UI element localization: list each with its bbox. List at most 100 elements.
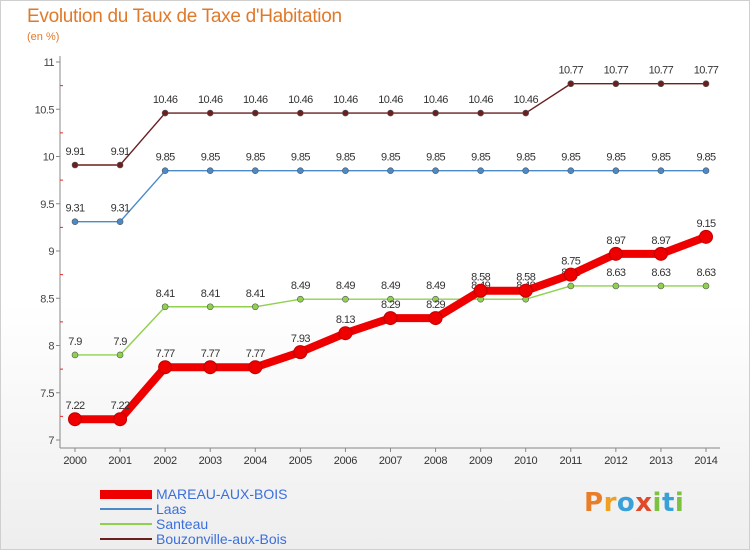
data-point [702,80,710,88]
x-tick-label: 2009 [469,455,492,467]
data-point [206,109,214,117]
data-label: 8.49 [336,280,355,292]
data-point [71,218,79,226]
data-point [161,167,169,174]
data-point [161,303,169,311]
data-point [342,167,349,174]
data-label: 10.77 [559,65,584,77]
chart-title: Evolution du Taux de Taxe d'Habitation [27,6,342,27]
data-label: 10.46 [153,94,178,106]
series-laas: 9.31 9.31 9.85 9.85 9.85 9.85 9.85 9.85 9.85 9.85… [65,152,717,226]
y-tick-label: 7.5 [40,388,54,400]
data-label: 8.49 [291,280,310,292]
legend-swatch [100,490,152,499]
data-point [657,167,665,174]
data-label: 10.46 [288,94,313,106]
proxiti-logo: Proxiti [584,488,684,518]
x-tick-label: 2004 [244,455,267,467]
data-point [473,283,488,298]
data-label: 8.75 [561,256,580,268]
x-tick-label: 2011 [560,455,583,467]
data-label: 9.31 [111,203,130,215]
legend-label: Santeau [156,516,209,532]
series-line [75,169,706,223]
x-tick-label: 2002 [154,455,177,467]
x-tick-label: 2008 [424,455,447,467]
data-label: 8.97 [606,235,625,247]
data-label: 9.85 [381,152,400,164]
data-label: 8.13 [336,314,355,326]
x-tick-label: 2014 [694,455,717,467]
data-label: 10.46 [198,94,223,106]
data-label: 9.15 [696,218,715,230]
legend-swatch [100,508,152,510]
data-point [116,351,124,359]
data-point [432,109,439,117]
data-label: 7.9 [113,336,127,348]
data-label: 9.85 [336,152,355,164]
y-tick-label: 10 [43,152,55,164]
data-point [612,167,620,174]
data-point [657,282,665,290]
data-label: 8.63 [606,267,625,279]
legend-swatch [100,538,152,540]
data-label: 9.85 [516,152,535,164]
data-point [518,283,533,298]
data-label: 10.77 [604,65,629,77]
series-mareau-aux-bois: 7.22 7.22 7.77 7.77 7.77 7.93 8.13 8.29 8.29 8.58… [65,218,717,427]
legend-label: Bouzonville-aux-Bois [156,531,287,547]
data-point [428,311,443,326]
x-tick-label: 2000 [63,455,86,467]
data-point [68,412,82,427]
series-bouzonville-aux-bois: 9.91 9.91 10.46 10.46 10.46 10.46 10.46 10.46 10… [65,65,719,169]
data-point [116,161,124,169]
data-label: 7.77 [156,348,175,360]
data-label: 9.85 [246,152,265,164]
data-label: 9.85 [696,152,715,164]
data-label: 9.85 [651,152,670,164]
data-label: 8.29 [381,299,400,311]
data-point [251,109,259,117]
y-tick-label: 8 [48,341,54,353]
data-point [383,311,398,326]
data-point [251,167,259,174]
data-point [113,412,128,427]
data-label: 8.49 [426,280,445,292]
x-tick-label: 2003 [199,455,222,467]
data-point [432,167,439,174]
data-label: 9.91 [65,146,84,158]
data-label: 9.85 [201,152,220,164]
data-point [342,295,349,303]
legend-label: Laas [156,501,187,517]
data-label: 8.58 [471,272,490,284]
data-label: 8.41 [201,288,220,300]
data-point [251,303,259,311]
data-point [612,282,620,290]
data-point [612,80,620,88]
data-label: 10.46 [333,94,358,106]
logo-letter: i [674,488,685,518]
data-label: 9.85 [561,152,580,164]
logo-letter: t [661,488,675,518]
data-label: 10.46 [378,94,403,106]
data-label: 8.41 [156,288,175,300]
data-label: 7.22 [111,400,130,412]
data-label: 7.9 [68,336,82,348]
logo-letter: x [635,488,653,518]
data-point [342,109,349,117]
data-label: 7.77 [246,348,265,360]
data-label: 9.85 [291,152,310,164]
data-label: 8.29 [426,299,445,311]
chart-subtitle: (en %) [27,31,60,43]
data-label: 7.22 [65,400,84,412]
data-label: 7.93 [291,333,310,345]
data-label: 9.85 [606,152,625,164]
data-point [702,167,710,174]
data-label: 8.49 [381,280,400,292]
y-tick-label: 10.5 [35,104,55,116]
data-point [522,109,530,117]
y-tick-label: 9.5 [40,199,54,211]
x-tick-label: 2005 [289,455,312,467]
data-label: 9.91 [111,146,130,158]
data-point [297,167,304,174]
